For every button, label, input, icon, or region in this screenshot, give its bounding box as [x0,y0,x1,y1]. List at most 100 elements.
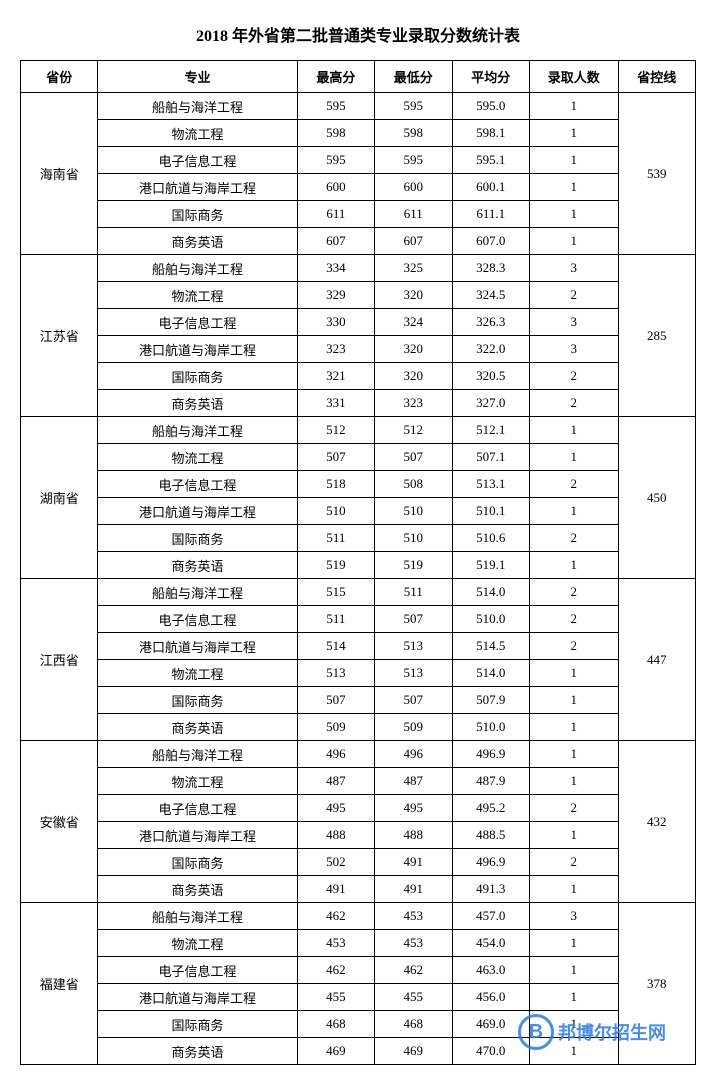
cell-max: 496 [297,741,374,768]
header-min: 最低分 [375,61,452,93]
table-header-row: 省份 专业 最高分 最低分 平均分 录取人数 省控线 [21,61,696,93]
cell-min: 519 [375,552,452,579]
cell-max: 507 [297,687,374,714]
table-row: 电子信息工程595595595.11 [21,147,696,174]
header-line: 省控线 [618,61,696,93]
cell-count: 1 [529,957,618,984]
cell-count: 1 [529,174,618,201]
cell-avg: 322.0 [452,336,529,363]
cell-major: 物流工程 [98,120,297,147]
cell-max: 595 [297,147,374,174]
cell-count: 1 [529,120,618,147]
table-row: 物流工程487487487.91 [21,768,696,795]
cell-major: 船舶与海洋工程 [98,417,297,444]
cell-max: 514 [297,633,374,660]
cell-count: 2 [529,606,618,633]
cell-max: 611 [297,201,374,228]
cell-count: 1 [529,147,618,174]
cell-min: 325 [375,255,452,282]
table-row: 安徽省船舶与海洋工程496496496.91432 [21,741,696,768]
cell-avg: 456.0 [452,984,529,1011]
cell-major: 国际商务 [98,1011,297,1038]
watermark-badge: B [518,1014,554,1050]
cell-avg: 595.1 [452,147,529,174]
table-row: 商务英语331323327.02 [21,390,696,417]
cell-max: 495 [297,795,374,822]
cell-major: 港口航道与海岸工程 [98,336,297,363]
cell-max: 512 [297,417,374,444]
cell-min: 453 [375,903,452,930]
cell-major: 港口航道与海岸工程 [98,498,297,525]
cell-count: 1 [529,201,618,228]
cell-max: 323 [297,336,374,363]
cell-max: 519 [297,552,374,579]
cell-control-line: 539 [618,93,696,255]
cell-min: 324 [375,309,452,336]
table-row: 电子信息工程511507510.02 [21,606,696,633]
cell-min: 511 [375,579,452,606]
table-row: 海南省船舶与海洋工程595595595.01539 [21,93,696,120]
table-row: 物流工程513513514.01 [21,660,696,687]
cell-avg: 328.3 [452,255,529,282]
cell-control-line: 447 [618,579,696,741]
cell-max: 510 [297,498,374,525]
cell-province: 海南省 [21,93,98,255]
cell-control-line: 450 [618,417,696,579]
cell-max: 331 [297,390,374,417]
cell-major: 港口航道与海岸工程 [98,822,297,849]
table-row: 电子信息工程462462463.01 [21,957,696,984]
cell-count: 1 [529,498,618,525]
cell-avg: 519.1 [452,552,529,579]
cell-province: 福建省 [21,903,98,1065]
cell-count: 3 [529,255,618,282]
cell-min: 488 [375,822,452,849]
cell-min: 507 [375,444,452,471]
cell-avg: 514.0 [452,579,529,606]
table-row: 湖南省船舶与海洋工程512512512.11450 [21,417,696,444]
cell-count: 1 [529,741,618,768]
cell-major: 物流工程 [98,660,297,687]
watermark: B 邦博尔招生网 [518,1014,666,1050]
cell-max: 469 [297,1038,374,1065]
cell-major: 船舶与海洋工程 [98,741,297,768]
cell-major: 商务英语 [98,1038,297,1065]
header-count: 录取人数 [529,61,618,93]
cell-avg: 488.5 [452,822,529,849]
cell-max: 600 [297,174,374,201]
header-max: 最高分 [297,61,374,93]
cell-max: 607 [297,228,374,255]
cell-min: 513 [375,660,452,687]
cell-max: 321 [297,363,374,390]
cell-min: 507 [375,606,452,633]
cell-count: 1 [529,660,618,687]
cell-avg: 457.0 [452,903,529,930]
cell-count: 2 [529,282,618,309]
table-row: 国际商务321320320.52 [21,363,696,390]
cell-count: 2 [529,795,618,822]
cell-avg: 327.0 [452,390,529,417]
cell-max: 488 [297,822,374,849]
cell-avg: 510.1 [452,498,529,525]
cell-count: 1 [529,93,618,120]
table-row: 商务英语607607607.01 [21,228,696,255]
header-major: 专业 [98,61,297,93]
cell-count: 1 [529,228,618,255]
cell-min: 468 [375,1011,452,1038]
cell-count: 2 [529,525,618,552]
cell-major: 港口航道与海岸工程 [98,984,297,1011]
table-row: 商务英语491491491.31 [21,876,696,903]
cell-count: 1 [529,444,618,471]
cell-major: 国际商务 [98,363,297,390]
cell-max: 511 [297,525,374,552]
cell-min: 453 [375,930,452,957]
cell-min: 462 [375,957,452,984]
cell-min: 320 [375,336,452,363]
page-title: 2018 年外省第二批普通类专业录取分数统计表 [20,10,696,60]
cell-max: 502 [297,849,374,876]
cell-major: 电子信息工程 [98,957,297,984]
table-row: 江苏省船舶与海洋工程334325328.33285 [21,255,696,282]
table-row: 港口航道与海岸工程514513514.52 [21,633,696,660]
cell-major: 电子信息工程 [98,147,297,174]
cell-major: 物流工程 [98,930,297,957]
cell-min: 320 [375,282,452,309]
